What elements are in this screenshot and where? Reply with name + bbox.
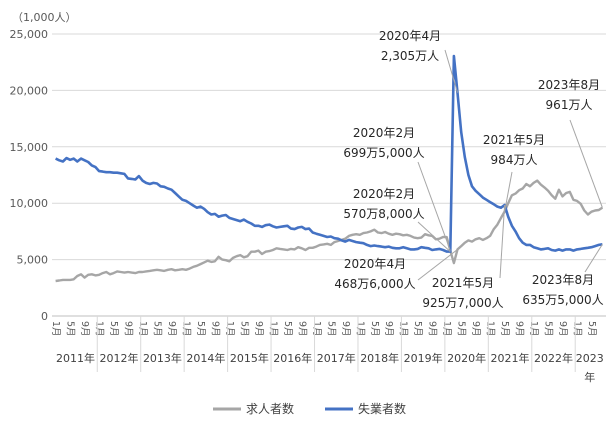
y-tick-label-0: 0 [41, 310, 48, 323]
annotation-leader-2 [417, 221, 451, 252]
x-tick-label-10-0: 1月 [485, 321, 496, 337]
series-line-0 [55, 179, 604, 283]
x-tick-label-7-0: 1月 [354, 321, 365, 337]
year-label-12: 2023 [576, 352, 604, 365]
x-tick-label-6-2: 9月 [340, 321, 351, 337]
annotations: 2020年4月 2,305万人 2020年2月 699万5,000人 2020年2月 57… [334, 29, 603, 310]
x-tick-label-4-0: 1月 [224, 321, 235, 337]
year-label-4: 2015年 [230, 351, 269, 365]
x-tick-label-9-2: 9月 [470, 321, 481, 337]
x-tick-label-0-1: 5月 [65, 321, 76, 337]
y-tick-label-1: 5,000 [17, 254, 49, 267]
annotation-3-line-1: 468万6,000人 [334, 277, 415, 291]
annotation-leader-4 [504, 171, 513, 212]
annotation-leader-1 [417, 161, 451, 251]
legend: 求人者数 失業者数 [213, 401, 406, 416]
x-tick-label-9-1: 5月 [456, 321, 467, 337]
x-tick-label-12-0: 1月 [572, 321, 583, 337]
annotation-6-line-1: 961万人 [546, 98, 593, 112]
year-label-3: 2014年 [186, 351, 225, 365]
year-label-8: 2019年 [404, 351, 443, 365]
x-tick-label-4-1: 5月 [238, 321, 249, 337]
y-tick-label-4: 20,000 [10, 84, 49, 97]
x-tick-label-4-2: 9月 [253, 321, 264, 337]
x-tick-label-0-0: 1月 [50, 321, 61, 337]
y-tick-label-5: 25,000 [10, 28, 49, 41]
x-tick-label-0-2: 9月 [79, 321, 90, 337]
x-tick-label-10-2: 9月 [514, 321, 525, 337]
x-tick-label-5-0: 1月 [267, 321, 278, 337]
year-label-9: 2020年 [447, 351, 486, 365]
year-label-6: 2017年 [317, 351, 356, 365]
x-tick-label-12-1: 5月 [586, 321, 597, 337]
annotation-4-line-0: 2021年5月 [483, 133, 545, 147]
annotation-0-line-1: 2,305万人 [381, 49, 439, 63]
year-label-11: 2022年 [534, 351, 573, 365]
x-tick-label-2-1: 5月 [152, 321, 163, 337]
annotation-1-line-1: 699万5,000人 [343, 146, 424, 160]
x-tick-label-2-2: 9月 [166, 321, 177, 337]
annotation-leader-5 [499, 204, 506, 279]
x-tick-label-8-2: 9月 [427, 321, 438, 337]
x-tick-label-11-2: 9月 [557, 321, 568, 337]
annotation-2-line-1: 570万8,000人 [343, 207, 424, 221]
annotation-leader-0 [444, 49, 459, 93]
x-tick-label-7-2: 9月 [383, 321, 394, 337]
x-tick-label-6-0: 1月 [311, 321, 322, 337]
y-axis-unit: （1,000人） [12, 11, 77, 24]
legend-label-1: 失業者数 [358, 401, 406, 416]
gridlines [52, 33, 606, 317]
annotation-leader-3 [417, 249, 458, 281]
x-tick-label-3-2: 9月 [209, 321, 220, 337]
x-tick-label-5-2: 9月 [296, 321, 307, 337]
x-tick-label-5-1: 5月 [282, 321, 293, 337]
annotation-2-line-0: 2020年2月 [353, 187, 415, 201]
annotation-leader-7 [584, 244, 603, 273]
year-label-suffix-12: 年 [584, 370, 595, 384]
x-tick-label-2-0: 1月 [137, 321, 148, 337]
x-tick-label-9-0: 1月 [441, 321, 452, 337]
annotation-7-line-0: 2023年8月 [532, 273, 594, 287]
annotation-7-line-1: 635万5,000人 [522, 293, 603, 307]
x-tick-label-11-0: 1月 [528, 321, 539, 337]
year-label-7: 2018年 [360, 351, 399, 365]
x-tick-label-1-1: 5月 [108, 321, 119, 337]
x-tick-label-3-1: 5月 [195, 321, 206, 337]
series-lines [55, 54, 604, 283]
x-tick-label-8-1: 5月 [412, 321, 423, 337]
annotation-4-line-1: 984万人 [491, 153, 538, 167]
year-label-5: 2016年 [273, 351, 312, 365]
annotation-5-line-1: 925万7,000人 [422, 296, 503, 310]
annotation-5-line-0: 2021年5月 [432, 276, 494, 290]
x-tick-label-10-1: 5月 [499, 321, 510, 337]
annotation-1-line-0: 2020年2月 [353, 126, 415, 140]
x-tick-label-3-0: 1月 [180, 321, 191, 337]
x-tick-label-7-1: 5月 [369, 321, 380, 337]
year-label-2: 2013年 [143, 351, 182, 365]
year-label-0: 2011年 [56, 351, 95, 365]
legend-label-0: 求人者数 [246, 401, 294, 416]
x-tick-label-8-0: 1月 [398, 321, 409, 337]
y-tick-label-2: 10,000 [10, 197, 49, 210]
annotation-6-line-0: 2023年8月 [538, 78, 600, 92]
x-tick-label-1-0: 1月 [94, 321, 105, 337]
annotation-0-line-0: 2020年4月 [379, 29, 441, 43]
series-line-1 [55, 54, 603, 253]
x-tick-label-11-1: 5月 [543, 321, 554, 337]
year-label-10: 2021年 [491, 351, 530, 365]
annotation-leader-6 [569, 119, 603, 208]
x-tick-label-6-1: 5月 [325, 321, 336, 337]
y-tick-label-3: 15,000 [10, 141, 49, 154]
year-label-1: 2012年 [99, 351, 138, 365]
y-axis-ticks: 0 5,000 10,000 15,000 20,000 25,000 [10, 28, 49, 323]
x-tick-label-1-2: 9月 [123, 321, 134, 337]
annotation-3-line-0: 2020年4月 [344, 257, 406, 271]
